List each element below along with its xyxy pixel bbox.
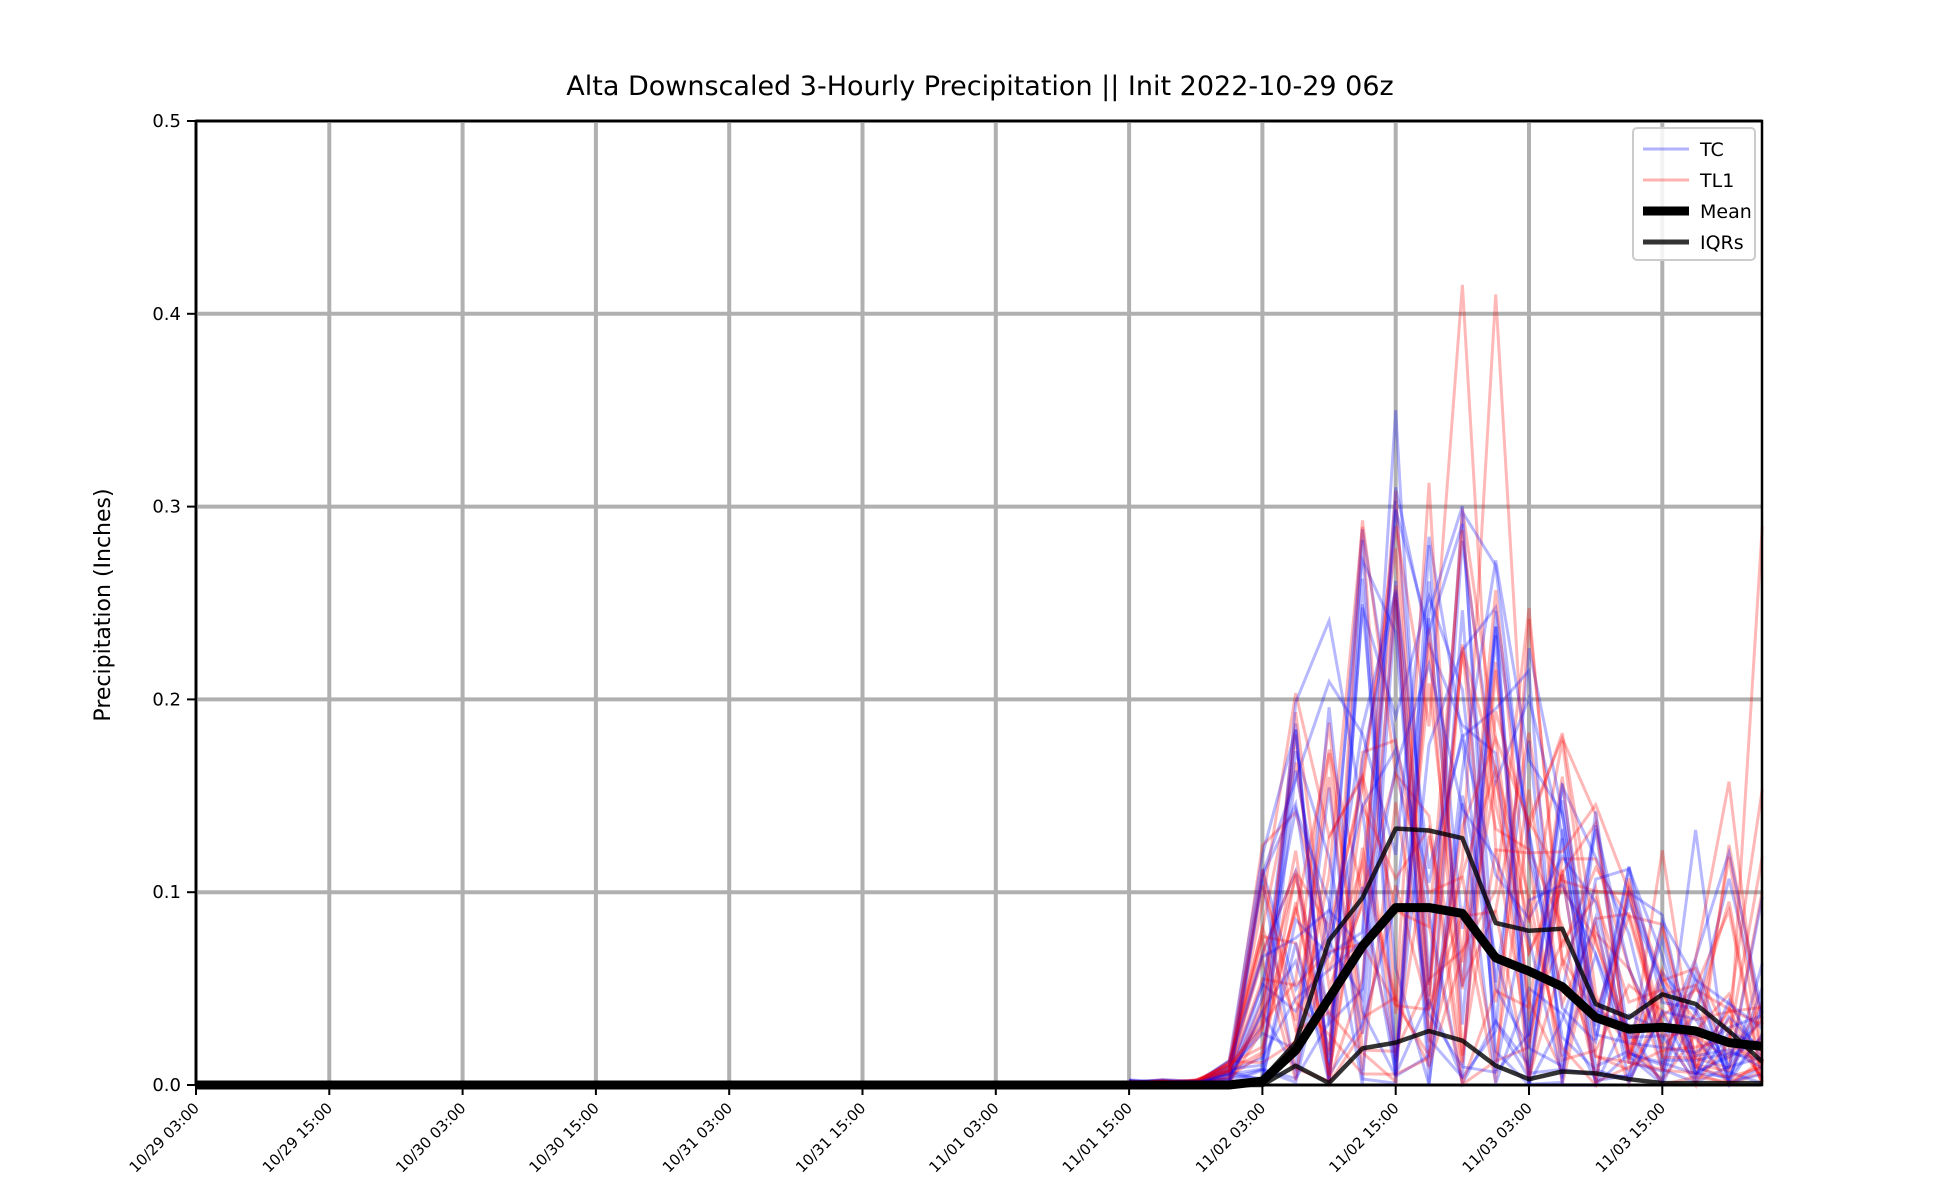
tl1-member-line bbox=[1129, 734, 1763, 1087]
chart-title: Alta Downscaled 3-Hourly Precipitation |… bbox=[566, 71, 1393, 102]
tl1-member-line bbox=[1128, 508, 1764, 1090]
tc-member-line bbox=[1128, 529, 1764, 1087]
y-tick-label: 0.1 bbox=[152, 882, 181, 903]
tl1-member-line bbox=[1128, 525, 1764, 1089]
tl1-member-line bbox=[1128, 598, 1764, 1088]
tc-member-line bbox=[1129, 560, 1763, 1086]
legend-label-tc: TC bbox=[1699, 139, 1724, 161]
grid bbox=[194, 119, 1762, 1087]
tl1-member-line bbox=[1129, 644, 1764, 1085]
tc-member-line bbox=[1128, 581, 1763, 1085]
tl1-member-line bbox=[1129, 284, 1764, 1087]
tc-member-line bbox=[1128, 486, 1763, 1087]
legend-label-mean: Mean bbox=[1700, 201, 1752, 223]
tl1-member-line bbox=[1128, 548, 1763, 1086]
tc-member-line bbox=[1129, 540, 1764, 1087]
tc-member-line bbox=[1129, 539, 1764, 1085]
tc-member-line bbox=[1129, 505, 1763, 1087]
tl1-member-line bbox=[1129, 585, 1764, 1087]
tl1-member-line bbox=[1129, 608, 1764, 1086]
tc-member-line bbox=[1129, 591, 1764, 1086]
legend-label-tl1: TL1 bbox=[1699, 170, 1734, 192]
tl1-member-line bbox=[1129, 763, 1764, 1088]
tl1-member-line bbox=[1129, 711, 1763, 1087]
tc-member-line bbox=[1129, 410, 1763, 1087]
y-tick-label: 0.4 bbox=[152, 304, 181, 325]
tc-member-line bbox=[1129, 599, 1764, 1087]
tc-member-line bbox=[1128, 500, 1764, 1088]
y-axis-label: Precipitation (Inches) bbox=[91, 488, 116, 721]
tc-member-line bbox=[1128, 744, 1764, 1085]
tc-member-line bbox=[1129, 658, 1764, 1087]
legend: TC TL1 Mean IQRs bbox=[1632, 127, 1756, 261]
tl1-member-line bbox=[1129, 642, 1763, 1087]
y-tick-label: 0.3 bbox=[152, 497, 181, 518]
tl1-member-line bbox=[1129, 520, 1764, 1087]
tl1-member-line bbox=[1128, 294, 1764, 1087]
tl1-member-line bbox=[1129, 530, 1764, 1085]
tc-member-line bbox=[1129, 604, 1764, 1086]
y-tick-label: 0.0 bbox=[152, 1075, 181, 1096]
legend-label-iqrs: IQRs bbox=[1700, 232, 1744, 254]
legend-box bbox=[1632, 127, 1756, 261]
y-axis-ticks: 0.0 0.1 0.2 0.3 0.4 0.5 bbox=[152, 111, 196, 1096]
tc-member-line bbox=[1129, 618, 1764, 1089]
plot-frame bbox=[194, 119, 1764, 1087]
y-tick-label: 0.5 bbox=[152, 111, 181, 132]
tl1-member-line bbox=[1129, 618, 1764, 1086]
y-tick-label: 0.2 bbox=[152, 689, 181, 710]
